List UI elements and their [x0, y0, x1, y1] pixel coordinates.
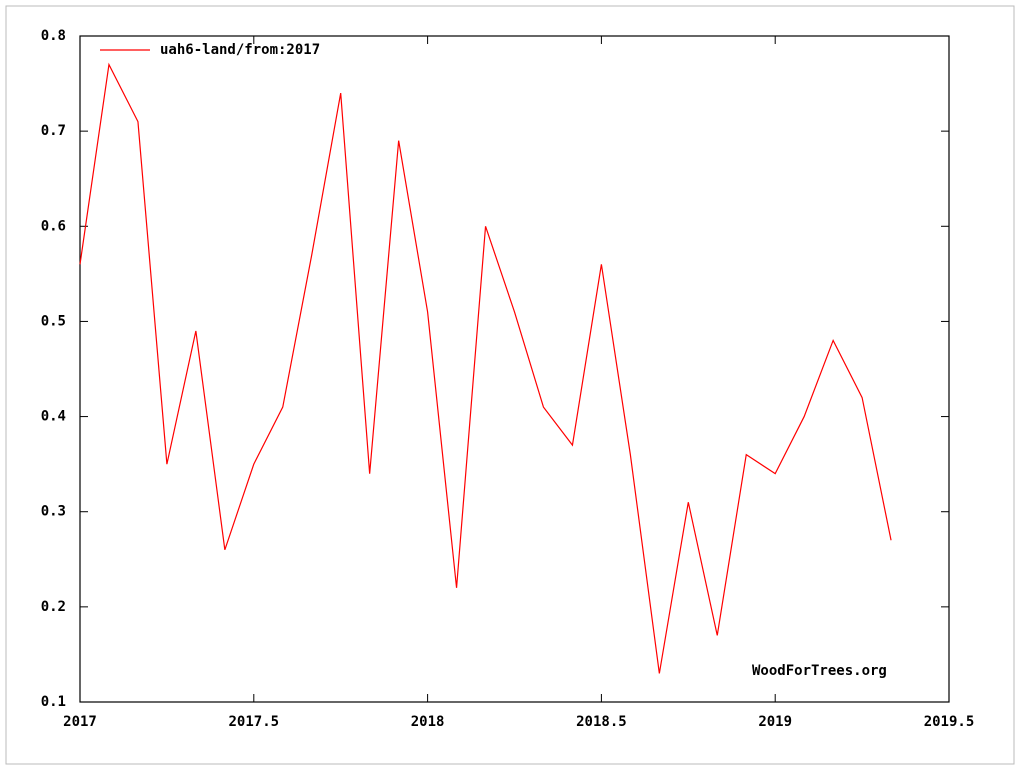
plot-border: [79, 35, 950, 703]
x-tick-label: 2018.5: [576, 714, 627, 730]
y-tick-label: 0.8: [41, 28, 66, 44]
y-tick-label: 0.5: [41, 313, 66, 329]
y-tick-label: 0.4: [41, 409, 66, 425]
x-tick-label: 2018: [411, 714, 445, 730]
x-tick-label: 2019: [758, 714, 792, 730]
y-tick-label: 0.7: [41, 123, 66, 139]
annotation: WoodForTrees.org: [752, 663, 887, 679]
legend-label: uah6-land/from:2017: [160, 42, 320, 58]
y-tick-label: 0.6: [41, 218, 66, 234]
x-tick-label: 2019.5: [924, 714, 975, 730]
y-tick-label: 0.3: [41, 504, 66, 520]
frame: [5, 5, 1015, 765]
y-tick-label: 0.1: [41, 694, 66, 710]
y-tick-label: 0.2: [41, 599, 66, 615]
x-tick-label: 2017: [63, 714, 97, 730]
x-tick-label: 2017.5: [229, 714, 280, 730]
line: [79, 62, 892, 674]
